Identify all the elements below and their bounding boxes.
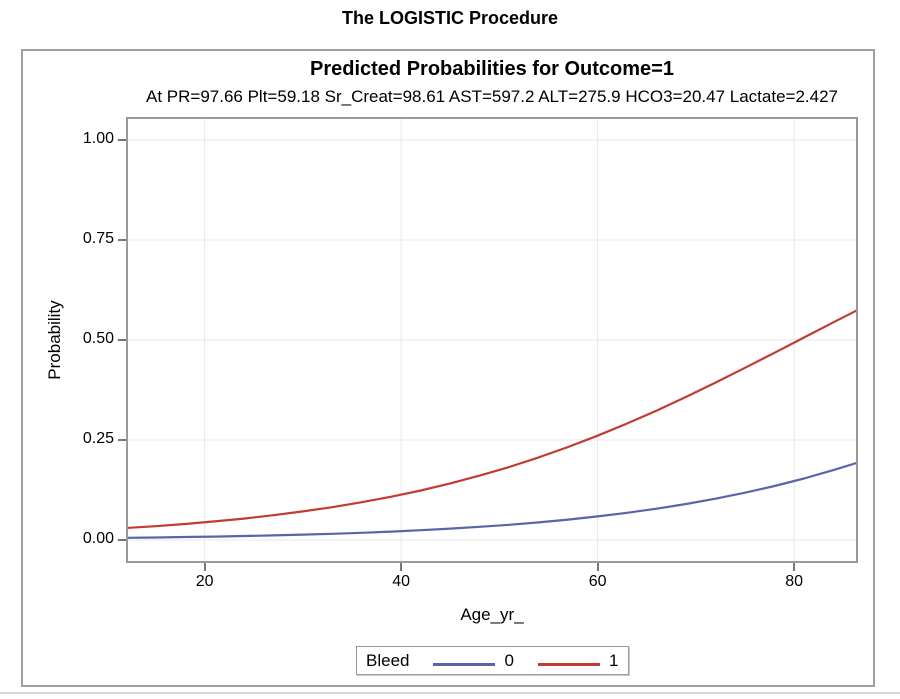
x-tick-label-2: 60 <box>588 573 607 590</box>
x-tick-label-0: 20 <box>195 573 214 590</box>
y-tick-mark-4 <box>118 539 126 541</box>
series-line-1 <box>126 308 858 530</box>
bottom-divider <box>0 692 900 694</box>
y-tick-mark-0 <box>118 139 126 141</box>
plot-wall-frame <box>126 117 858 563</box>
x-tick-mark-0 <box>203 563 206 571</box>
legend-title: Bleed <box>366 650 410 670</box>
x-tick-label-3: 80 <box>785 573 804 590</box>
legend-line-swatch-1 <box>537 662 600 666</box>
legend-entry-label-1: 1 <box>608 650 619 670</box>
legend-line-swatch-0 <box>433 662 496 666</box>
y-tick-mark-2 <box>118 339 126 341</box>
y-tick-mark-1 <box>118 239 126 241</box>
x-tick-mark-1 <box>400 563 403 571</box>
chart-title: Predicted Probabilities for Outcome=1 <box>310 58 674 80</box>
procedure-title: The LOGISTIC Procedure <box>341 8 559 28</box>
x-tick-mark-2 <box>596 563 599 571</box>
y-tick-label-3: 0.25 <box>82 430 114 447</box>
plot-area <box>126 117 858 563</box>
x-tick-label-1: 40 <box>392 573 410 590</box>
x-axis-label: Age_yr_ <box>460 605 524 624</box>
chart-subtitle: At PR=97.66 Plt=59.18 Sr_Creat=98.61 AST… <box>146 87 838 106</box>
y-tick-label-2: 0.50 <box>82 330 114 347</box>
y-tick-label-4: 0.00 <box>82 530 114 547</box>
legend-entry-label-0: 0 <box>504 650 514 670</box>
series-line-0 <box>126 461 858 539</box>
graph-panel: Predicted Probabilities for Outcome=1 At… <box>21 49 875 687</box>
x-tick-mark-3 <box>793 563 796 571</box>
y-tick-label-1: 0.75 <box>82 230 114 247</box>
y-tick-label-0: 1.00 <box>82 130 114 147</box>
y-tick-mark-3 <box>118 439 126 441</box>
